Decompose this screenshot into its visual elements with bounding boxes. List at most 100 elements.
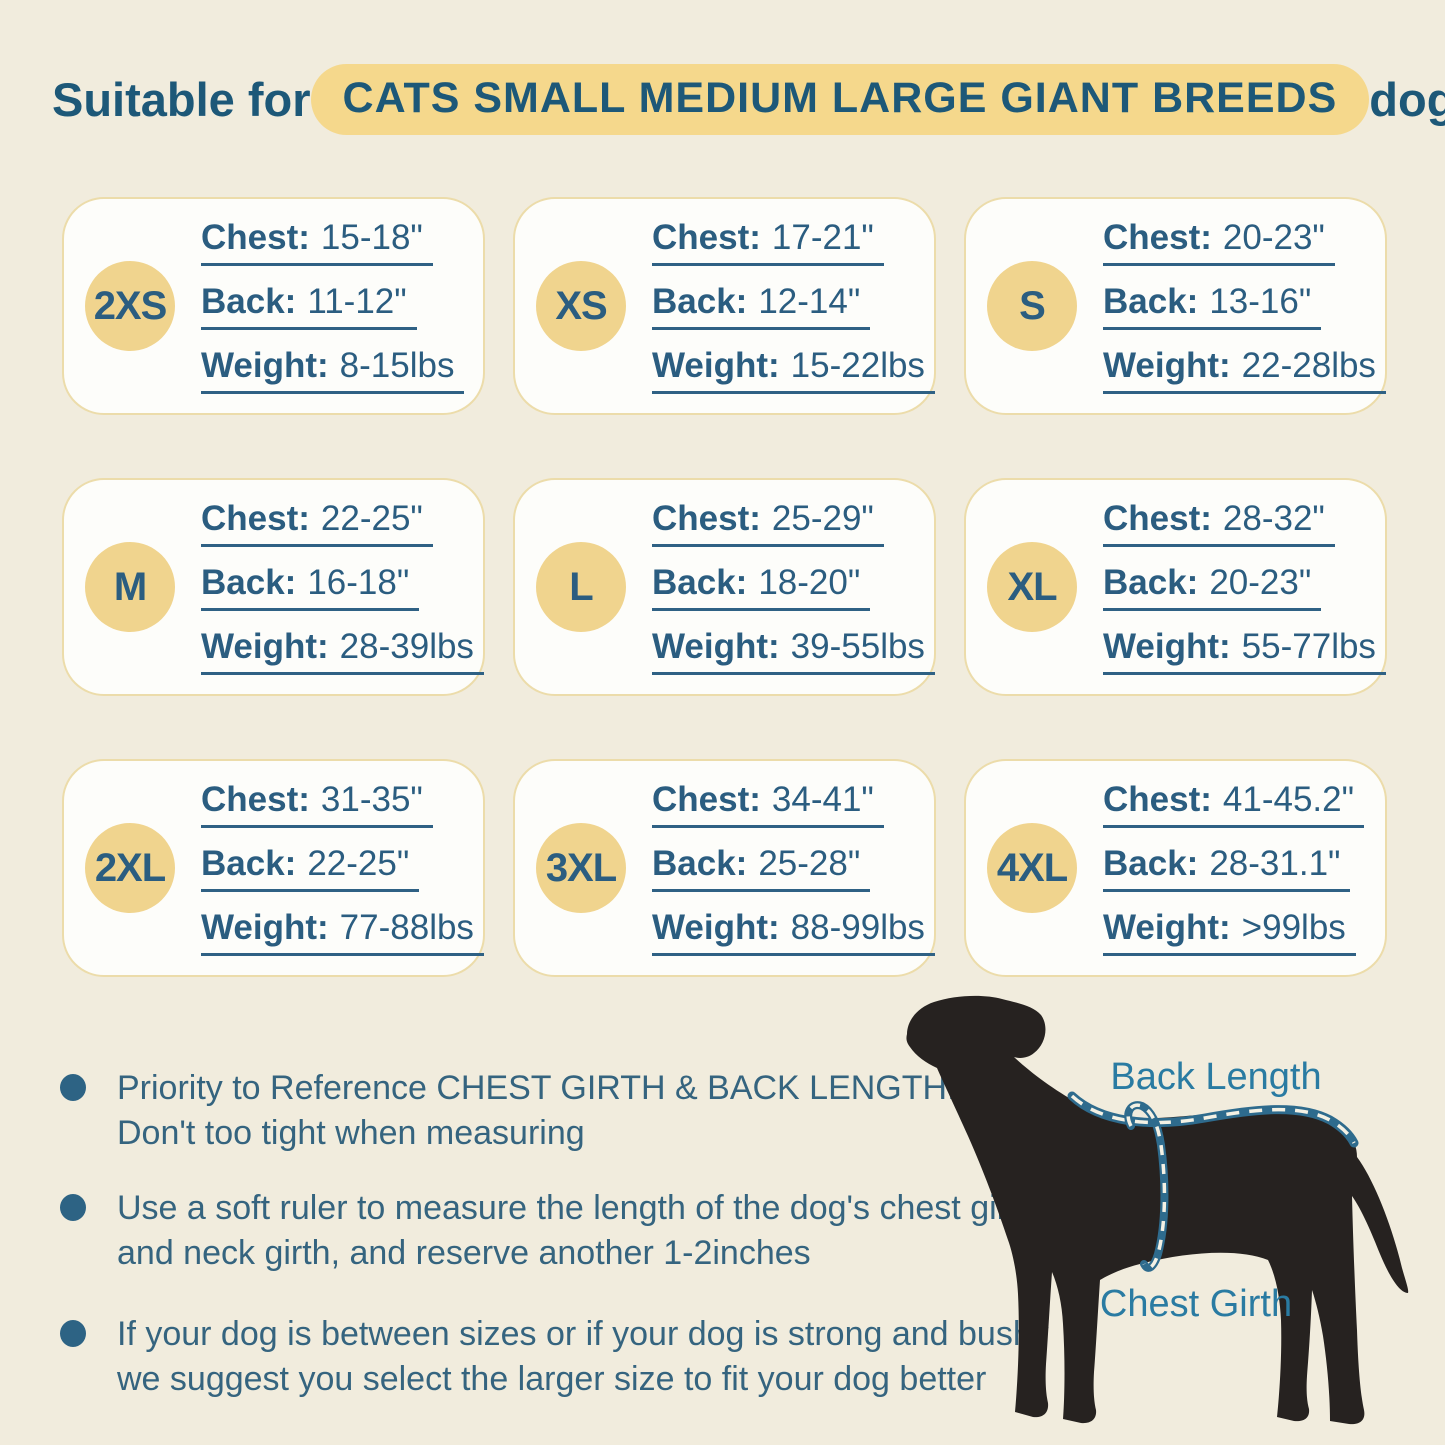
weight-label: Weight: — [1103, 346, 1231, 385]
tip-line: Priority to Reference CHEST GIRTH & BACK… — [117, 1069, 957, 1107]
chest-value: 22-25" — [320, 499, 423, 538]
spec-underline: Back: 11-12" — [201, 282, 417, 330]
size-card-xs: XS Chest: 17-21" Back: 12-14" Weight: 15-22… — [513, 197, 936, 415]
back-label: Back: — [652, 563, 748, 602]
weight-label: Weight: — [652, 627, 780, 666]
size-card-3xl: 3XL Chest: 34-41" Back: 25-28" Weight: 88-9… — [513, 759, 936, 977]
title-highlight-pill: CATS SMALL MEDIUM LARGE GIANT BREEDS — [310, 64, 1370, 135]
chest-label: Chest: — [1103, 218, 1212, 257]
weight-label: Weight: — [1103, 908, 1231, 947]
chest-spec: Chest: 28-32" — [1103, 499, 1386, 547]
size-badge: 2XS — [85, 261, 175, 351]
chest-spec: Chest: 17-21" — [652, 218, 935, 266]
weight-spec: Weight: 28-39lbs — [201, 627, 484, 675]
size-label: M — [113, 564, 147, 609]
spec-underline: Weight: 28-39lbs — [201, 627, 484, 675]
back-value: 22-25" — [307, 844, 410, 883]
weight-value: 8-15lbs — [339, 346, 455, 385]
spec-underline: Weight: 22-28lbs — [1103, 346, 1386, 394]
weight-value: 39-55lbs — [790, 627, 925, 666]
spec-underline: Back: 16-18" — [201, 563, 420, 611]
chest-spec: Chest: 20-23" — [1103, 218, 1386, 266]
chest-spec: Chest: 15-18" — [201, 218, 464, 266]
size-badge: 3XL — [536, 823, 626, 913]
dog-measurement-diagram: Back Length Chest Girth — [906, 995, 1409, 1425]
chest-value: 34-41" — [771, 780, 874, 819]
size-specs: Chest: 34-41" Back: 25-28" Weight: 88-99lbs — [652, 780, 935, 956]
chest-value: 17-21" — [771, 218, 874, 257]
back-spec: Back: 18-20" — [652, 563, 935, 611]
spec-underline: Back: 28-31.1" — [1103, 844, 1351, 892]
size-label: XS — [555, 283, 607, 328]
bullet-dot-icon — [60, 1194, 86, 1221]
spec-underline: Back: 22-25" — [201, 844, 420, 892]
chest-spec: Chest: 41-45.2" — [1103, 780, 1365, 828]
chest-value: 31-35" — [320, 780, 423, 819]
back-length-label: Back Length — [1110, 1056, 1321, 1098]
spec-underline: Chest: 15-18" — [201, 218, 433, 266]
spec-underline: Chest: 25-29" — [652, 499, 884, 547]
tip-line: Use a soft ruler to measure the length o… — [117, 1189, 1037, 1227]
back-value: 20-23" — [1209, 563, 1312, 602]
size-label: 2XL — [94, 845, 166, 890]
spec-underline: Back: 12-14" — [652, 282, 871, 330]
back-value: 12-14" — [758, 282, 861, 321]
size-specs: Chest: 31-35" Back: 22-25" Weight: 77-88lbs — [201, 780, 484, 956]
bullet-dot-icon — [60, 1074, 86, 1101]
weight-spec: Weight: 15-22lbs — [652, 346, 935, 394]
size-badge: 4XL — [987, 823, 1077, 913]
weight-spec: Weight: 8-15lbs — [201, 346, 465, 394]
size-specs: Chest: 20-23" Back: 13-16" Weight: 22-28lbs — [1103, 218, 1386, 394]
back-spec: Back: 11-12" — [201, 282, 464, 330]
back-value: 16-18" — [307, 563, 410, 602]
title-suffix: dogs — [1369, 73, 1445, 126]
back-value: 25-28" — [758, 844, 861, 883]
tip-line: we suggest you select the larger size to… — [117, 1360, 987, 1398]
size-card-m: M Chest: 22-25" Back: 16-18" Weight: 28-39l… — [62, 478, 485, 696]
back-spec: Back: 13-16" — [1103, 282, 1386, 330]
spec-underline: Weight: 88-99lbs — [652, 908, 935, 956]
spec-underline: Back: 13-16" — [1103, 282, 1322, 330]
weight-value: 22-28lbs — [1241, 346, 1376, 385]
spec-underline: Weight: 77-88lbs — [201, 908, 484, 956]
chest-label: Chest: — [201, 218, 310, 257]
back-label: Back: — [201, 282, 297, 321]
back-spec: Back: 22-25" — [201, 844, 484, 892]
size-card-xl: XL Chest: 28-32" Back: 20-23" Weight: 55-77… — [964, 478, 1387, 696]
spec-underline: Weight: 55-77lbs — [1103, 627, 1386, 675]
back-label: Back: — [652, 282, 748, 321]
weight-label: Weight: — [652, 346, 780, 385]
tip-text: If your dog is between sizes or if your … — [117, 1312, 1049, 1402]
weight-label: Weight: — [201, 346, 329, 385]
weight-spec: Weight: 39-55lbs — [652, 627, 935, 675]
chest-spec: Chest: 31-35" — [201, 780, 484, 828]
chest-girth-label: Chest Girth — [1100, 1283, 1292, 1325]
back-spec: Back: 20-23" — [1103, 563, 1386, 611]
chest-label: Chest: — [652, 218, 761, 257]
size-label: S — [1019, 283, 1046, 328]
size-card-4xl: 4XL Chest: 41-45.2" Back: 28-31.1" Weight:… — [964, 759, 1387, 977]
size-specs: Chest: 22-25" Back: 16-18" Weight: 28-39lbs — [201, 499, 484, 675]
chest-value: 20-23" — [1222, 218, 1325, 257]
back-spec: Back: 25-28" — [652, 844, 935, 892]
size-label: 4XL — [996, 845, 1068, 890]
chest-label: Chest: — [1103, 780, 1212, 819]
spec-underline: Weight: >99lbs — [1103, 908, 1356, 956]
spec-underline: Weight: 15-22lbs — [652, 346, 935, 394]
size-badge: L — [536, 542, 626, 632]
weight-value: 28-39lbs — [339, 627, 474, 666]
size-label: L — [569, 564, 593, 609]
back-value: 28-31.1" — [1209, 844, 1341, 883]
back-length-line-dashes — [1070, 1094, 1356, 1144]
size-card-2xs: 2XS Chest: 15-18" Back: 11-12" Weight: 8-15… — [62, 197, 485, 415]
bullet-dot-icon — [60, 1320, 86, 1347]
size-specs: Chest: 28-32" Back: 20-23" Weight: 55-77lbs — [1103, 499, 1386, 675]
size-badge: XL — [987, 542, 1077, 632]
spec-underline: Chest: 20-23" — [1103, 218, 1335, 266]
weight-label: Weight: — [201, 627, 329, 666]
size-badge: S — [987, 261, 1077, 351]
weight-value: 15-22lbs — [790, 346, 925, 385]
size-specs: Chest: 17-21" Back: 12-14" Weight: 15-22lbs — [652, 218, 935, 394]
tip-text: Priority to Reference CHEST GIRTH & BACK… — [117, 1066, 957, 1156]
weight-spec: Weight: 88-99lbs — [652, 908, 935, 956]
